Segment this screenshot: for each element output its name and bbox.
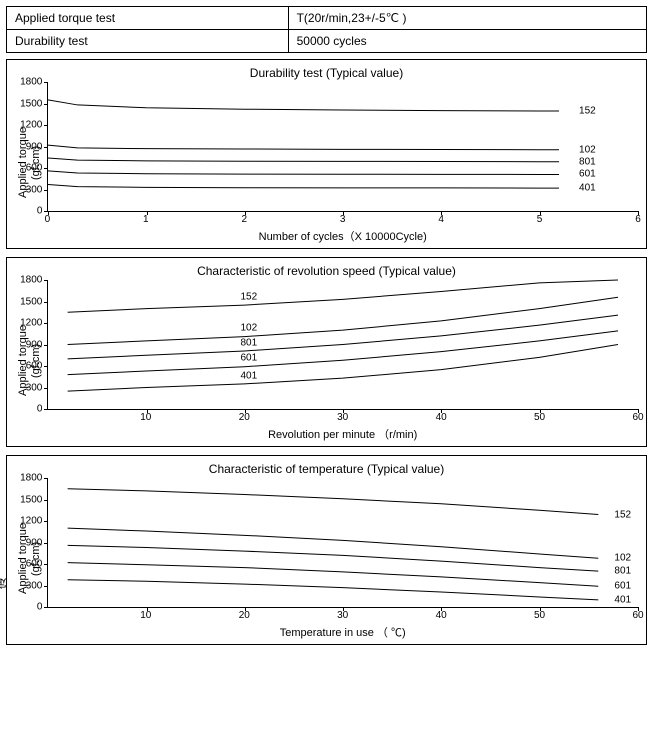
series-label-601: 601: [579, 169, 596, 180]
x-tick-label: 50: [534, 412, 545, 423]
y-tick-label: 1500: [20, 494, 42, 505]
x-tick-label: 6: [635, 214, 641, 225]
table-row: Applied torque test T(20r/min,23+/-5℃ ): [7, 7, 647, 30]
y-tick-label: 1200: [20, 516, 42, 527]
y-tick-label: 1800: [20, 77, 42, 88]
x-tick-label: 30: [337, 610, 348, 621]
y-tick-label: 300: [26, 184, 43, 195]
series-line-102: [68, 528, 599, 558]
extra-y-char: 定: [0, 578, 10, 589]
series-line-601: [48, 171, 559, 175]
series-label-102: 102: [579, 144, 596, 155]
series-line-152: [68, 280, 618, 312]
x-axis-ticks: 102030405060: [47, 410, 638, 424]
y-tick-label: 1200: [20, 120, 42, 131]
x-tick-label: 1: [143, 214, 149, 225]
y-tick-label: 300: [26, 580, 43, 591]
series-label-152: 152: [241, 291, 258, 302]
y-tick-label: 600: [26, 361, 43, 372]
plot-area: 0300600900120015001800152102801601401: [47, 280, 638, 410]
x-tick-label: 3: [340, 214, 346, 225]
series-label-401: 401: [579, 183, 596, 194]
series-label-152: 152: [579, 106, 596, 117]
y-tick-label: 1800: [20, 275, 42, 286]
x-tick-label: 2: [241, 214, 247, 225]
y-tick-label: 1500: [20, 296, 42, 307]
x-axis-ticks: 0 1 2 3 4 5 6: [47, 212, 638, 226]
series-label-401: 401: [614, 594, 631, 605]
y-tick-label: 900: [26, 537, 43, 548]
x-tick-label: 50: [534, 610, 545, 621]
series-label-152: 152: [614, 509, 631, 520]
x-axis-label: Revolution per minute （r/min): [47, 426, 638, 442]
spec-value: T(20r/min,23+/-5℃ ): [288, 7, 646, 30]
series-label-801: 801: [614, 566, 631, 577]
plot-area: 0300600900120015001800152102801601401: [47, 82, 638, 212]
x-axis-label: Number of cycles（X 10000Cycle): [47, 228, 638, 244]
x-tick-label: 4: [438, 214, 444, 225]
series-line-401: [68, 580, 599, 600]
series-line-102: [48, 145, 559, 150]
chart-title: Characteristic of temperature (Typical v…: [15, 462, 638, 476]
x-tick-label: 0: [45, 214, 51, 225]
series-label-601: 601: [241, 353, 258, 364]
x-tick-label: 20: [239, 610, 250, 621]
x-tick-label: 10: [140, 610, 151, 621]
charts-container: Durability test (Typical value)Applied t…: [6, 59, 647, 645]
series-line-601: [68, 331, 618, 375]
series-line-152: [48, 100, 559, 111]
x-tick-label: 5: [537, 214, 543, 225]
chart-title: Durability test (Typical value): [15, 66, 638, 80]
y-tick-label: 0: [37, 404, 43, 415]
x-tick-label: 40: [436, 412, 447, 423]
x-tick-label: 30: [337, 412, 348, 423]
series-line-801: [68, 315, 618, 359]
y-tick-label: 0: [37, 602, 43, 613]
x-axis-ticks: 102030405060: [47, 608, 638, 622]
series-label-102: 102: [614, 553, 631, 564]
series-label-102: 102: [241, 323, 258, 334]
y-tick-label: 900: [26, 141, 43, 152]
series-line-401: [48, 184, 559, 188]
y-tick-label: 900: [26, 339, 43, 350]
y-tick-label: 1500: [20, 98, 42, 109]
spec-label: Applied torque test: [7, 7, 289, 30]
series-label-401: 401: [241, 370, 258, 381]
y-tick-label: 1800: [20, 473, 42, 484]
y-tick-label: 600: [26, 559, 43, 570]
table-row: Durability test 50000 cycles: [7, 30, 647, 53]
spec-table: Applied torque test T(20r/min,23+/-5℃ ) …: [6, 6, 647, 53]
y-tick-label: 300: [26, 382, 43, 393]
y-tick-label: 0: [37, 206, 43, 217]
spec-label: Durability test: [7, 30, 289, 53]
chart-title: Characteristic of revolution speed (Typi…: [15, 264, 638, 278]
series-line-152: [68, 489, 599, 515]
series-label-601: 601: [614, 581, 631, 592]
x-tick-label: 20: [239, 412, 250, 423]
y-tick-label: 600: [26, 163, 43, 174]
x-axis-label: Temperature in use （ ℃): [47, 624, 638, 640]
series-line-801: [48, 158, 559, 162]
series-label-801: 801: [241, 337, 258, 348]
x-tick-label: 40: [436, 610, 447, 621]
spec-value: 50000 cycles: [288, 30, 646, 53]
x-tick-label: 60: [632, 610, 643, 621]
chart-revolution: Characteristic of revolution speed (Typi…: [6, 257, 647, 447]
chart-durability: Durability test (Typical value)Applied t…: [6, 59, 647, 249]
x-tick-label: 60: [632, 412, 643, 423]
series-label-801: 801: [579, 156, 596, 167]
series-line-801: [68, 545, 599, 571]
plot-area: 0300600900120015001800152102801601401定: [47, 478, 638, 608]
y-tick-label: 1200: [20, 318, 42, 329]
chart-temperature: Characteristic of temperature (Typical v…: [6, 455, 647, 645]
series-line-102: [68, 297, 618, 344]
series-line-401: [68, 345, 618, 392]
x-tick-label: 10: [140, 412, 151, 423]
